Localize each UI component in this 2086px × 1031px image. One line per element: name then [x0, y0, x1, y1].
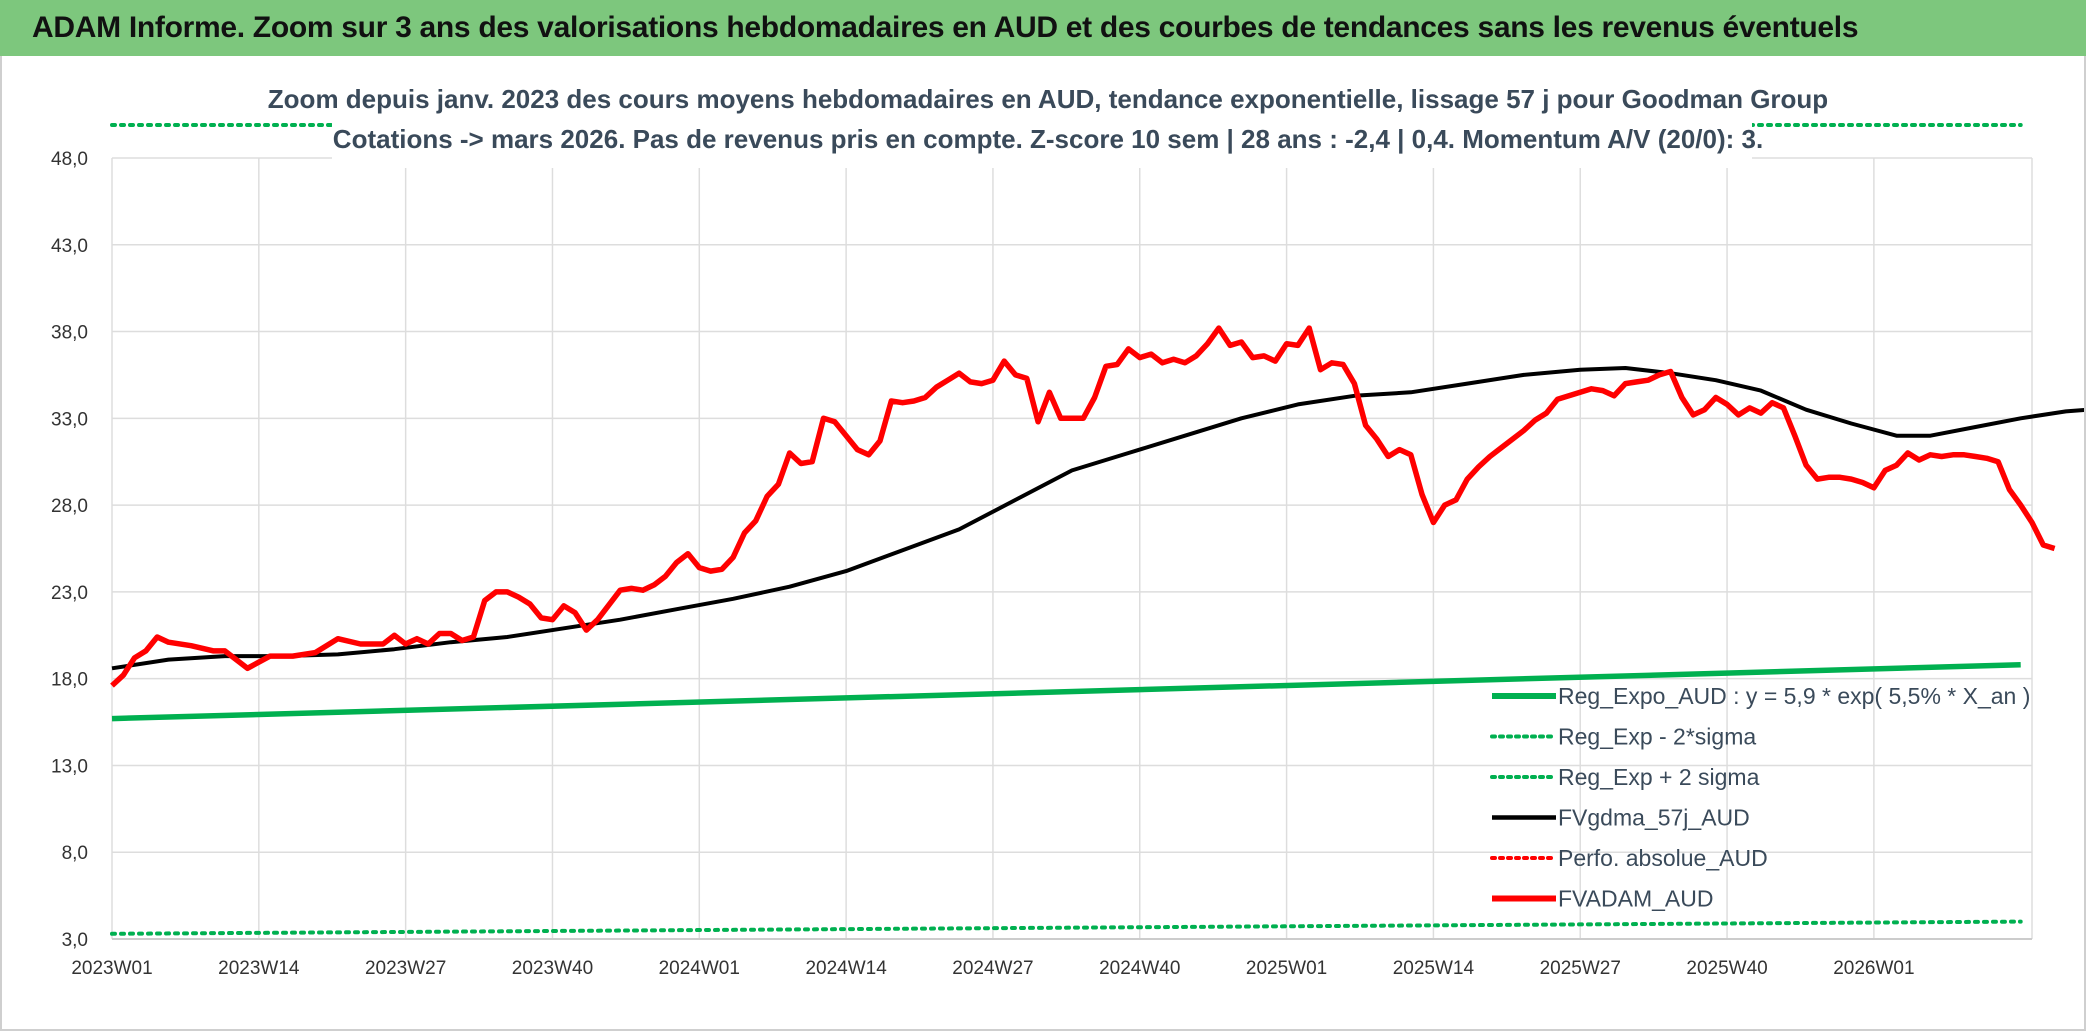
- y-tick-label: 33,0: [51, 409, 88, 430]
- y-tick-label: 8,0: [62, 843, 88, 864]
- subtitle-line: Cotations -> mars 2026. Pas de revenus p…: [333, 124, 1763, 154]
- series-line-5: [110, 325, 2056, 688]
- line-chart: 48,0 43,0 38,0 33,0 28,0 23,0 18,0 13,0 8,0 3,0 2…: [51, 76, 2084, 979]
- y-tick-label: 18,0: [51, 670, 88, 691]
- x-tick-label: 2023W40: [512, 958, 593, 979]
- y-axis: 48,0 43,0 38,0 33,0 28,0 23,0 18,0 13,0 8,0 3,0: [51, 149, 88, 951]
- x-tick-label: 2025W27: [1540, 958, 1621, 979]
- y-tick-label: 3,0: [62, 930, 88, 951]
- x-tick-label: 2026W01: [1833, 958, 1914, 979]
- y-tick-label: 43,0: [51, 236, 88, 257]
- legend: Reg_Expo_AUD : y = 5,9 * exp( 5,5% * X_a…: [1490, 683, 2030, 912]
- y-tick-label: 13,0: [51, 756, 88, 777]
- x-tick-label: 2023W27: [365, 958, 446, 979]
- subtitle-line: Zoom depuis janv. 2023 des cours moyens …: [268, 84, 1828, 114]
- x-tick-label: 2025W40: [1686, 958, 1767, 979]
- x-tick-label: 2024W01: [659, 958, 740, 979]
- x-axis: 2023W01 2023W14 2023W27 2023W40 2024W01 2024W…: [71, 958, 1914, 979]
- series-line-1: [110, 919, 2023, 936]
- report-banner: ADAM Informe. Zoom sur 3 ans des valoris…: [0, 0, 2086, 56]
- series-line-0: [111, 662, 2021, 722]
- y-tick-label: 28,0: [51, 496, 88, 517]
- chart-subtitle: Zoom depuis janv. 2023 des cours moyens …: [268, 76, 1828, 168]
- legend-label: Perfo. absolue_AUD: [1558, 845, 1768, 871]
- grid-lines: [111, 157, 2033, 940]
- legend-label: Reg_Exp + 2 sigma: [1558, 764, 1760, 790]
- x-tick-label: 2024W27: [952, 958, 1033, 979]
- legend-label: FVgdma_57j_AUD: [1558, 805, 1750, 831]
- y-tick-label: 23,0: [51, 583, 88, 604]
- x-tick-label: 2023W14: [218, 958, 300, 979]
- y-tick-label: 38,0: [51, 323, 88, 344]
- report-title: ADAM Informe. Zoom sur 3 ans des valoris…: [32, 11, 1859, 44]
- legend-label: Reg_Exp - 2*sigma: [1558, 724, 1756, 750]
- x-tick-label: 2023W01: [71, 958, 152, 979]
- x-tick-label: 2024W40: [1099, 958, 1180, 979]
- y-tick-label: 48,0: [51, 149, 88, 170]
- chart-frame: 48,0 43,0 38,0 33,0 28,0 23,0 18,0 13,0 8,0 3,0 2…: [0, 56, 2086, 1031]
- series-lines: [110, 123, 2084, 936]
- legend-label: FVADAM_AUD: [1558, 886, 1714, 912]
- subtitle-background: [332, 76, 1752, 168]
- x-tick-label: 2025W14: [1393, 958, 1475, 979]
- legend-label: Reg_Expo_AUD : y = 5,9 * exp( 5,5% * X_a…: [1558, 683, 2030, 709]
- x-tick-label: 2025W01: [1246, 958, 1327, 979]
- x-tick-label: 2024W14: [805, 958, 887, 979]
